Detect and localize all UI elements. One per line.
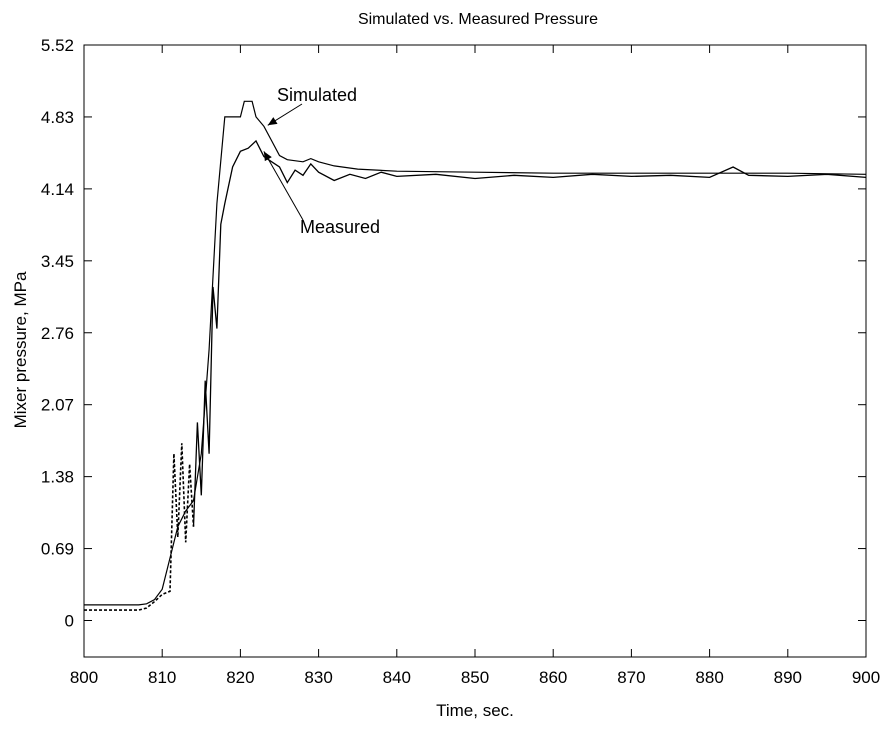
y-tick-label: 1.38 xyxy=(41,468,74,487)
x-tick-label: 860 xyxy=(539,668,567,687)
series-line-measured-dashed xyxy=(84,443,195,611)
y-tick-label: 4.83 xyxy=(41,108,74,127)
x-tick-label: 900 xyxy=(852,668,880,687)
x-tick-label: 830 xyxy=(304,668,332,687)
y-tick-label: 5.52 xyxy=(41,36,74,55)
chart-title: Simulated vs. Measured Pressure xyxy=(358,11,598,28)
x-tick-label: 820 xyxy=(226,668,254,687)
annotation-arrow xyxy=(263,151,304,221)
x-tick-label: 870 xyxy=(617,668,645,687)
y-tick-label: 0.69 xyxy=(41,540,74,559)
plot-area xyxy=(83,44,867,658)
series-layer xyxy=(84,100,867,611)
x-tick-label: 850 xyxy=(461,668,489,687)
x-tick-label: 880 xyxy=(695,668,723,687)
series-line-measured xyxy=(192,139,867,527)
x-axis: 800 810 820 830 840 850 860 870 880 890 900 xyxy=(70,45,880,687)
y-tick-label: 4.14 xyxy=(41,180,74,199)
y-tick-label: 3.45 xyxy=(41,252,74,271)
annotation-layer: Simulated Measured xyxy=(263,85,380,237)
x-tick-label: 840 xyxy=(383,668,411,687)
annotation-label-measured: Measured xyxy=(300,217,380,237)
y-tick-label: 2.07 xyxy=(41,396,74,415)
x-tick-label: 810 xyxy=(148,668,176,687)
x-tick-label: 890 xyxy=(774,668,802,687)
y-tick-label: 2.76 xyxy=(41,324,74,343)
y-axis: 0 0.69 1.38 2.07 2.76 3.45 4.14 4.83 5.52 xyxy=(41,36,866,631)
y-tick-label: 0 xyxy=(65,612,74,631)
x-tick-label: 800 xyxy=(70,668,98,687)
y-axis-label: Mixer pressure, MPa xyxy=(11,271,30,428)
annotation-arrowhead xyxy=(263,151,272,162)
annotation-arrowhead xyxy=(267,117,278,126)
annotation-label-simulated: Simulated xyxy=(277,85,357,105)
x-axis-label: Time, sec. xyxy=(436,701,514,720)
series-line-simulated xyxy=(84,100,867,606)
